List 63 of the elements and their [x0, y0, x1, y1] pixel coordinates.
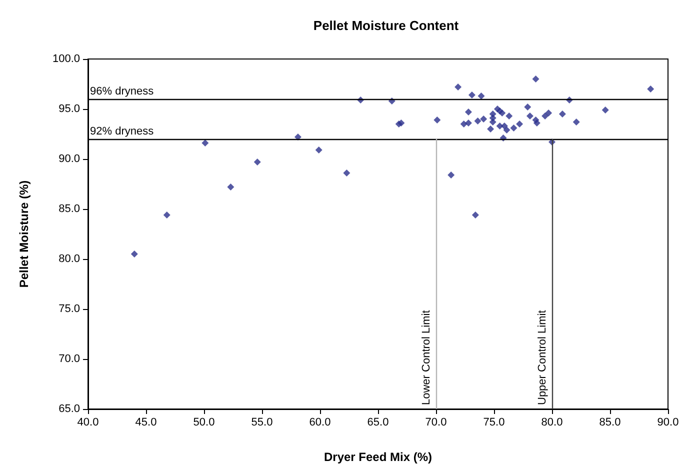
- y-axis-title: Pellet Moisture (%): [17, 180, 31, 288]
- point: [503, 126, 510, 134]
- y-tick-label: 80.0: [58, 253, 80, 265]
- x-tick-label: 65.0: [367, 416, 389, 428]
- point: [500, 122, 508, 130]
- point: [448, 172, 455, 178]
- ref-line-label: 92% dryness: [90, 126, 154, 138]
- point: [398, 120, 405, 126]
- point: [602, 106, 609, 114]
- x-axis-title: Dryer Feed Mix (%): [324, 450, 432, 464]
- point: [163, 212, 170, 218]
- x-tick-label: 90.0: [657, 416, 679, 428]
- point: [254, 158, 261, 166]
- point: [489, 118, 496, 126]
- point: [202, 140, 209, 146]
- point: [343, 170, 350, 176]
- y-tick-label: 85.0: [58, 203, 80, 215]
- x-tick-label: 70.0: [425, 416, 447, 428]
- point: [524, 104, 532, 110]
- x-tick-label: 80.0: [541, 416, 563, 428]
- point: [434, 116, 441, 124]
- point: [227, 184, 234, 190]
- point: [558, 110, 566, 118]
- ref-line-label: Upper Control Limit: [536, 310, 548, 405]
- point: [532, 76, 540, 82]
- x-tick-label: 55.0: [251, 416, 273, 428]
- x-tick-label: 45.0: [135, 416, 157, 428]
- point: [498, 110, 506, 116]
- x-tick-label: 60.0: [309, 416, 331, 428]
- x-tick-label: 50.0: [193, 416, 215, 428]
- point: [464, 108, 472, 116]
- point: [468, 92, 476, 98]
- point: [478, 92, 485, 100]
- y-tick-label: 100.0: [52, 53, 80, 65]
- point: [542, 112, 549, 120]
- point: [487, 126, 494, 132]
- y-tick-label: 65.0: [58, 403, 80, 415]
- y-tick-label: 70.0: [58, 353, 80, 365]
- y-tick-label: 75.0: [58, 303, 80, 315]
- point: [454, 84, 462, 90]
- point: [516, 120, 524, 128]
- point: [464, 120, 472, 126]
- point: [506, 112, 513, 120]
- point: [130, 250, 138, 258]
- point: [533, 120, 540, 126]
- y-tick-label: 90.0: [58, 153, 80, 165]
- x-tick-label: 85.0: [599, 416, 621, 428]
- ref-line-label: Lower Control Limit: [420, 310, 432, 405]
- point: [315, 146, 322, 154]
- point: [545, 110, 552, 116]
- point: [472, 212, 479, 218]
- chart-title: Pellet Moisture Content: [313, 18, 460, 33]
- point: [474, 118, 482, 124]
- x-tick-label: 40.0: [77, 416, 99, 428]
- point: [647, 86, 654, 92]
- point: [572, 118, 580, 126]
- point: [510, 124, 518, 132]
- point: [480, 116, 488, 122]
- point: [294, 134, 302, 140]
- ref-line-label: 96% dryness: [90, 86, 154, 98]
- x-tick-label: 75.0: [483, 416, 505, 428]
- y-tick-label: 95.0: [58, 103, 80, 115]
- point: [526, 112, 534, 120]
